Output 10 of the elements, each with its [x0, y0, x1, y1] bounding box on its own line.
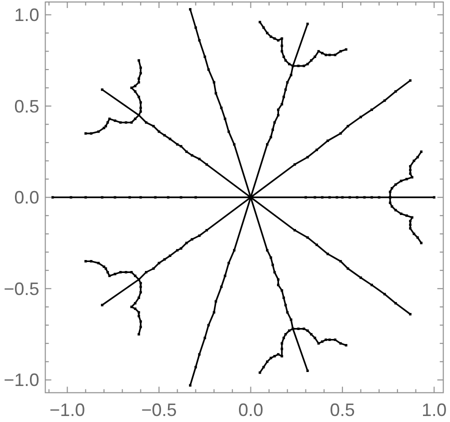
y-tick-label: 0.5 — [14, 96, 40, 116]
x-tick-label: −1.0 — [50, 400, 86, 420]
x-tick-label: −0.5 — [141, 400, 177, 420]
x-tick-label: 1.0 — [422, 400, 447, 420]
x-tick-label: 0.5 — [330, 400, 355, 420]
y-tick-label: −0.5 — [4, 278, 40, 299]
x-tick-label: 0.0 — [238, 400, 264, 420]
y-tick-label: 0.0 — [14, 188, 40, 208]
y-tick-label: −1.0 — [4, 370, 40, 390]
y-tick-label: 1.0 — [14, 5, 40, 26]
